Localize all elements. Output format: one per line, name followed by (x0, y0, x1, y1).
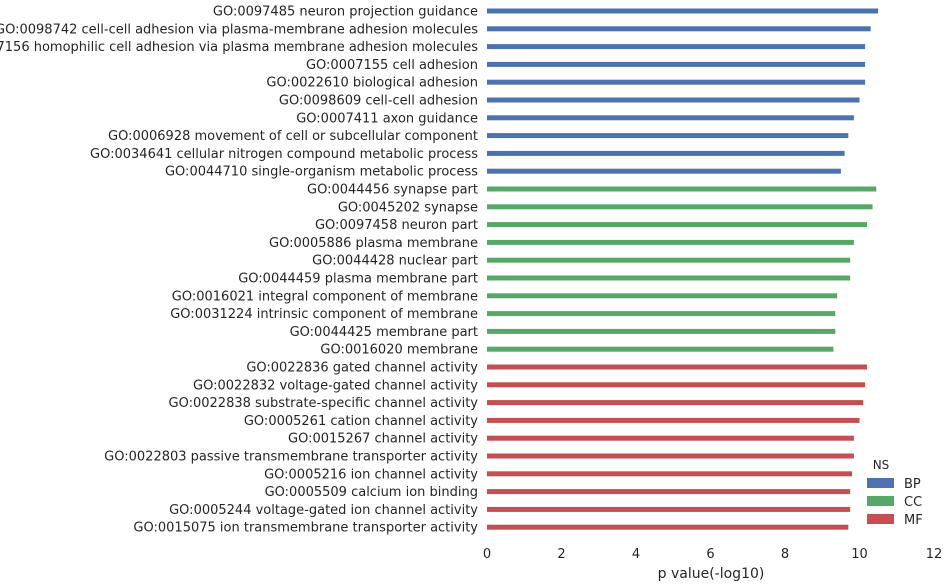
bar (487, 8, 879, 14)
bar (487, 382, 866, 388)
category-label: GO:0005261 cation channel activity (244, 414, 478, 429)
category-label: GO:0007155 cell adhesion (306, 58, 478, 73)
legend-swatch (867, 478, 894, 488)
legend-label: BP (904, 477, 921, 492)
bar (487, 293, 838, 299)
legend-label: MF (904, 513, 923, 528)
category-label: GO:0022838 substrate-specific channel ac… (169, 396, 479, 411)
legend-swatch (867, 514, 894, 524)
x-tick-label: 6 (706, 547, 714, 562)
category-label: GO:0044459 plasma membrane part (238, 272, 478, 287)
bar (487, 168, 841, 174)
category-labels: GO:0097485 neuron projection guidance GO:… (0, 5, 478, 536)
bar (487, 328, 836, 334)
category-label: GO:0016021 integral component of membran… (172, 289, 478, 304)
legend: NS BP CC MF (867, 458, 923, 528)
category-label: GO:0022836 gated channel activity (246, 361, 478, 376)
category-label: GO:0098609 cell-cell adhesion (279, 94, 478, 109)
bar (487, 417, 860, 423)
x-tick-label: 0 (483, 547, 491, 562)
category-label: GO:0007156 homophilic cell adhesion via … (0, 40, 478, 55)
legend-swatch (867, 496, 894, 506)
x-tick-label: 4 (632, 547, 640, 562)
category-label: GO:0034641 cellular nitrogen compound me… (90, 147, 478, 162)
category-label: GO:0097458 neuron part (315, 218, 478, 233)
x-axis-title: p value(-log10) (658, 566, 765, 582)
category-label: GO:0022832 voltage-gated channel activit… (193, 378, 478, 393)
category-label: GO:0097485 neuron projection guidance (213, 5, 478, 20)
bar (487, 186, 877, 192)
bar (487, 239, 854, 245)
bar (487, 222, 867, 228)
category-label: GO:0015267 channel activity (288, 432, 478, 447)
x-tick-labels: 0 2 4 6 8 10 12 (483, 547, 942, 562)
bar (487, 97, 860, 103)
bar (487, 435, 854, 441)
category-label: GO:0044710 single-organism metabolic pro… (165, 165, 478, 180)
bar (487, 204, 873, 210)
bar (487, 471, 853, 477)
bar (487, 61, 866, 67)
bar (487, 44, 866, 50)
bar (487, 453, 854, 459)
category-label: GO:0005509 calcium ion binding (265, 485, 478, 500)
bar (487, 364, 867, 370)
x-tick-label: 8 (781, 547, 789, 562)
bar (487, 524, 849, 530)
bar (487, 346, 834, 352)
category-label: GO:0005216 ion channel activity (264, 467, 478, 482)
category-label: GO:0031224 intrinsic component of membra… (170, 307, 478, 322)
bar (487, 275, 851, 281)
category-label: GO:0005886 plasma membrane (269, 236, 478, 251)
category-label: GO:0007411 axon guidance (296, 111, 478, 126)
category-label: GO:0098742 cell-cell adhesion via plasma… (0, 22, 478, 37)
legend-title: NS (873, 458, 890, 472)
bar (487, 311, 836, 317)
category-label: GO:0022610 biological adhesion (266, 76, 478, 91)
legend-label: CC (904, 495, 922, 510)
category-label: GO:0044456 synapse part (307, 183, 478, 198)
bar (487, 489, 851, 495)
category-label: GO:0005244 voltage-gated ion channel act… (169, 503, 478, 518)
category-label: GO:0045202 synapse (338, 200, 478, 215)
bar (487, 79, 866, 85)
bars-group (487, 8, 879, 530)
bar (487, 506, 851, 512)
legend-entries: BP CC MF (867, 477, 923, 528)
category-label: GO:0015075 ion transmembrane transporter… (133, 521, 478, 536)
bar (487, 257, 851, 263)
category-label: GO:0044428 nuclear part (312, 254, 478, 269)
bar (487, 150, 845, 156)
category-label: GO:0006928 movement of cell or subcellul… (108, 129, 478, 144)
category-label: GO:0022803 passive transmembrane transpo… (104, 450, 478, 465)
bar (487, 26, 871, 32)
x-tick-label: 12 (926, 547, 943, 562)
bar (487, 400, 864, 406)
x-tick-label: 2 (557, 547, 565, 562)
bar (487, 133, 849, 139)
category-label: GO:0044425 membrane part (290, 325, 478, 340)
category-label: GO:0016020 membrane (320, 343, 478, 358)
bar (487, 115, 854, 121)
x-tick-label: 10 (851, 547, 868, 562)
